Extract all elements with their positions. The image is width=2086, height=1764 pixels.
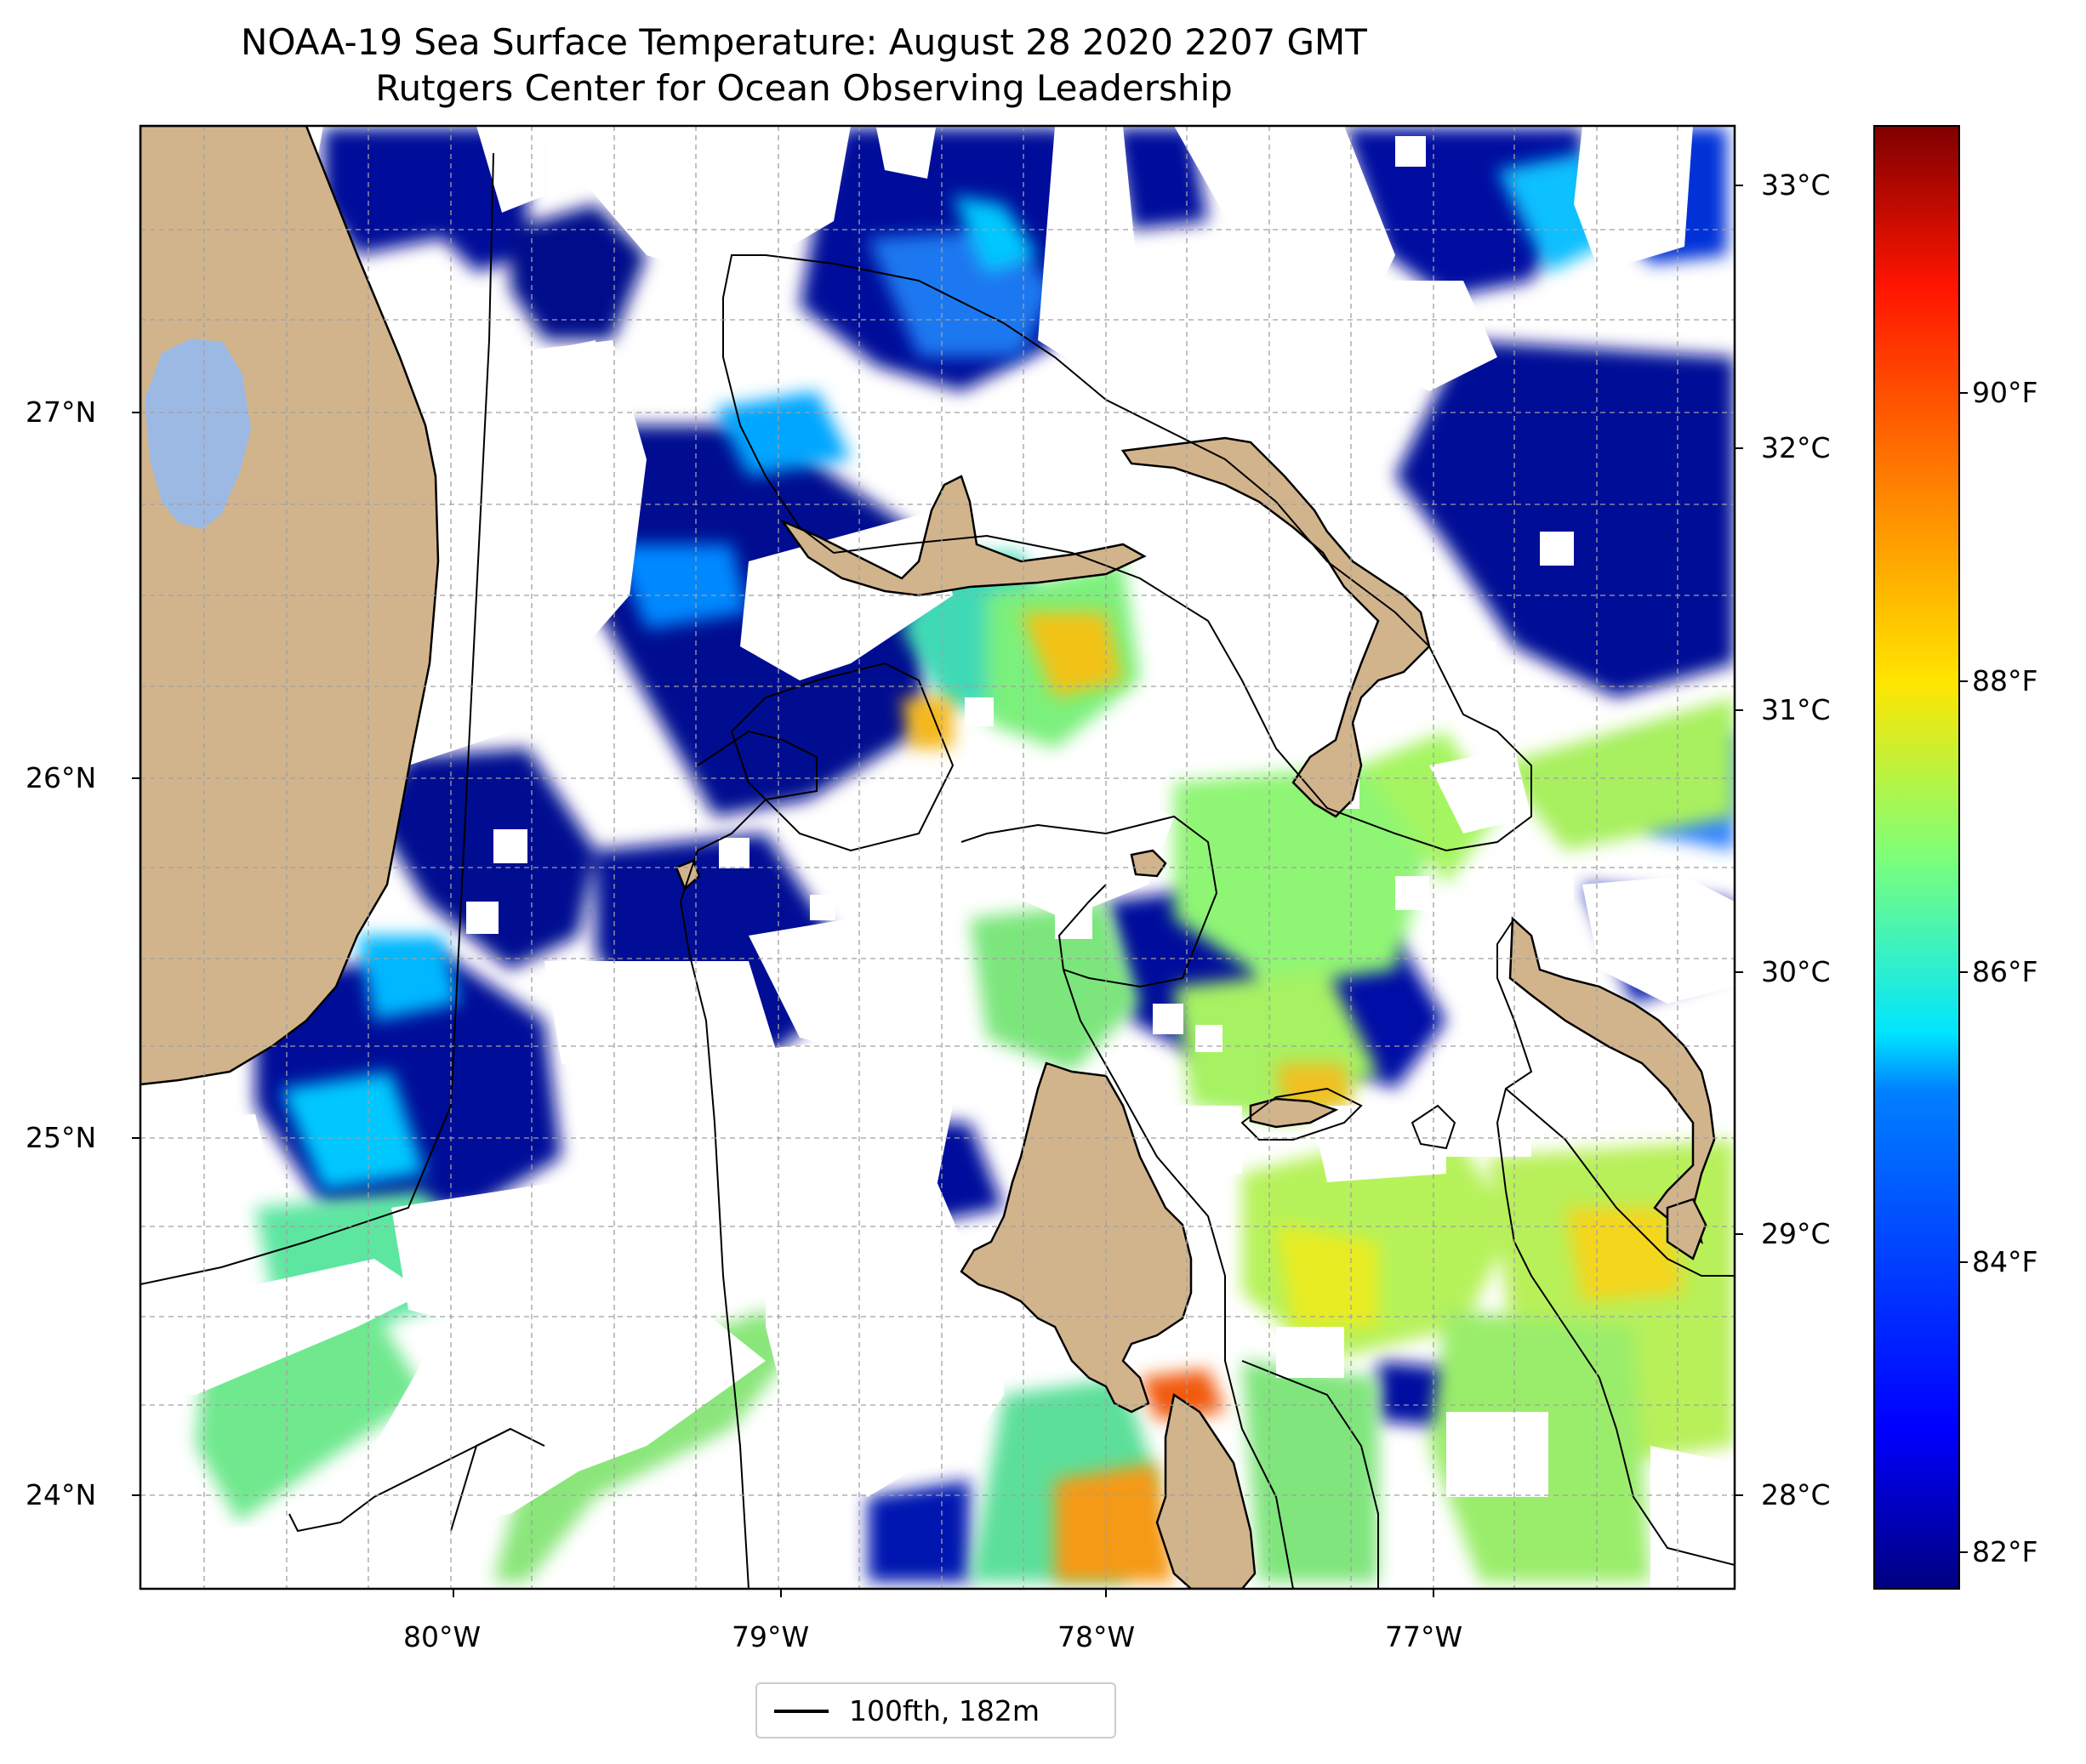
lon-label-77w: 77°W (1385, 1620, 1463, 1653)
legend-label: 100fth, 182m (849, 1694, 1040, 1727)
sst-data-layer (140, 126, 1735, 1589)
celsius-label-28: 28°C (1761, 1478, 1831, 1511)
fahrenheit-label-82: 82°F (1972, 1535, 2038, 1568)
map-gridlines (140, 126, 1735, 1589)
land-masses (140, 126, 1716, 1589)
lat-label-24n: 24°N (26, 1478, 97, 1511)
lat-label-27n: 27°N (26, 395, 97, 429)
chart-subtitle: Rutgers Center for Ocean Observing Leade… (375, 67, 1233, 109)
colorbar-ticks (1959, 392, 1968, 1553)
celsius-label-31: 31°C (1761, 693, 1831, 726)
colorbar (1873, 125, 1960, 1590)
legend: 100fth, 182m (755, 1682, 1116, 1738)
fahrenheit-label-88: 88°F (1972, 664, 2038, 697)
lake-okeechobee (145, 339, 251, 529)
celsius-label-33: 33°C (1761, 168, 1831, 202)
celsius-label-30: 30°C (1761, 955, 1831, 988)
lon-label-78w: 78°W (1057, 1620, 1136, 1653)
chart-title: NOAA-19 Sea Surface Temperature: August … (241, 21, 1367, 63)
lon-label-80w: 80°W (403, 1620, 482, 1653)
lat-label-26n: 26°N (26, 761, 97, 794)
fahrenheit-label-84: 84°F (1972, 1245, 2038, 1278)
fahrenheit-label-86: 86°F (1972, 955, 2038, 988)
fahrenheit-label-90: 90°F (1972, 376, 2038, 409)
axis-ticks (132, 185, 1743, 1597)
legend-line-swatch (774, 1710, 829, 1713)
celsius-label-32: 32°C (1761, 431, 1831, 464)
celsius-label-29: 29°C (1761, 1217, 1831, 1250)
lon-label-79w: 79°W (732, 1620, 810, 1653)
isobath-100fth (140, 152, 1735, 1589)
lat-label-25n: 25°N (26, 1121, 97, 1154)
map-frame (139, 124, 1736, 1590)
